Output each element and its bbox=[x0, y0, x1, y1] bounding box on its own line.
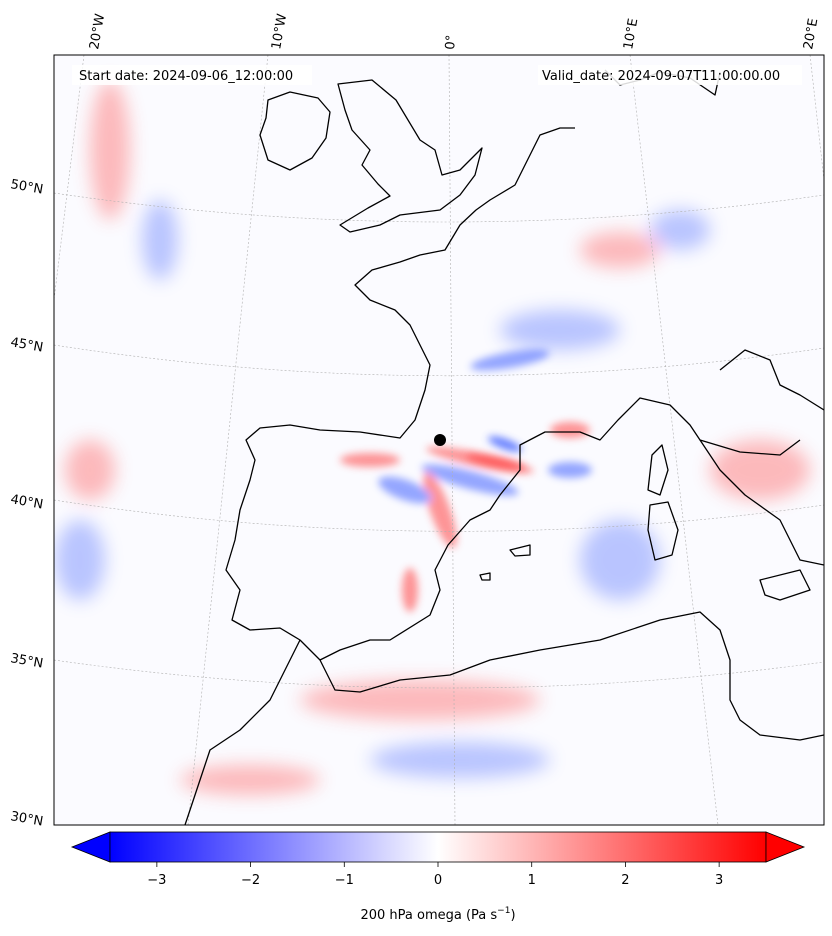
lat-label-35n: 35°N bbox=[9, 651, 44, 671]
colorbar-tick-label: −2 bbox=[241, 873, 260, 888]
colorbar: −3 −2 −1 0 1 2 3 200 hPa omega (Pa s−1) bbox=[70, 831, 806, 923]
colorbar-tick-label: 2 bbox=[621, 873, 629, 888]
lat-label-45n: 45°N bbox=[9, 335, 44, 355]
lat-label-30n: 30°N bbox=[9, 809, 44, 829]
lon-label-20e: 20°E bbox=[801, 17, 821, 50]
colorbar-tick-label: −3 bbox=[147, 873, 166, 888]
colorbar-tick-label: 0 bbox=[434, 873, 442, 888]
lat-label-50n: 50°N bbox=[9, 177, 44, 197]
map-frame bbox=[53, 54, 825, 826]
colorbar-gradient bbox=[109, 831, 767, 863]
lat-label-40n: 40°N bbox=[9, 492, 44, 512]
lon-label-20w: 20°W bbox=[87, 13, 108, 51]
colorbar-tick-label: 3 bbox=[715, 873, 723, 888]
colorbar-label: 200 hPa omega (Pa s−1) bbox=[360, 906, 515, 923]
colorbar-extend-max bbox=[765, 831, 806, 863]
lon-label-10w: 10°W bbox=[269, 13, 290, 51]
colorbar-ticks: −3 −2 −1 0 1 2 3 bbox=[147, 862, 723, 888]
valid-date-label: Valid_date: 2024-09-07T11:00:00.00 bbox=[542, 69, 780, 84]
colorbar-extend-min bbox=[70, 831, 111, 863]
colorbar-tick-label: 1 bbox=[528, 873, 536, 888]
graticule bbox=[54, 55, 824, 825]
lon-label-0: 0° bbox=[443, 34, 459, 50]
start-date-label: Start date: 2024-09-06_12:00:00 bbox=[79, 69, 293, 84]
coastlines bbox=[184, 69, 824, 825]
colorbar-tick-label: −1 bbox=[335, 873, 354, 888]
lon-label-10e: 10°E bbox=[621, 17, 641, 50]
